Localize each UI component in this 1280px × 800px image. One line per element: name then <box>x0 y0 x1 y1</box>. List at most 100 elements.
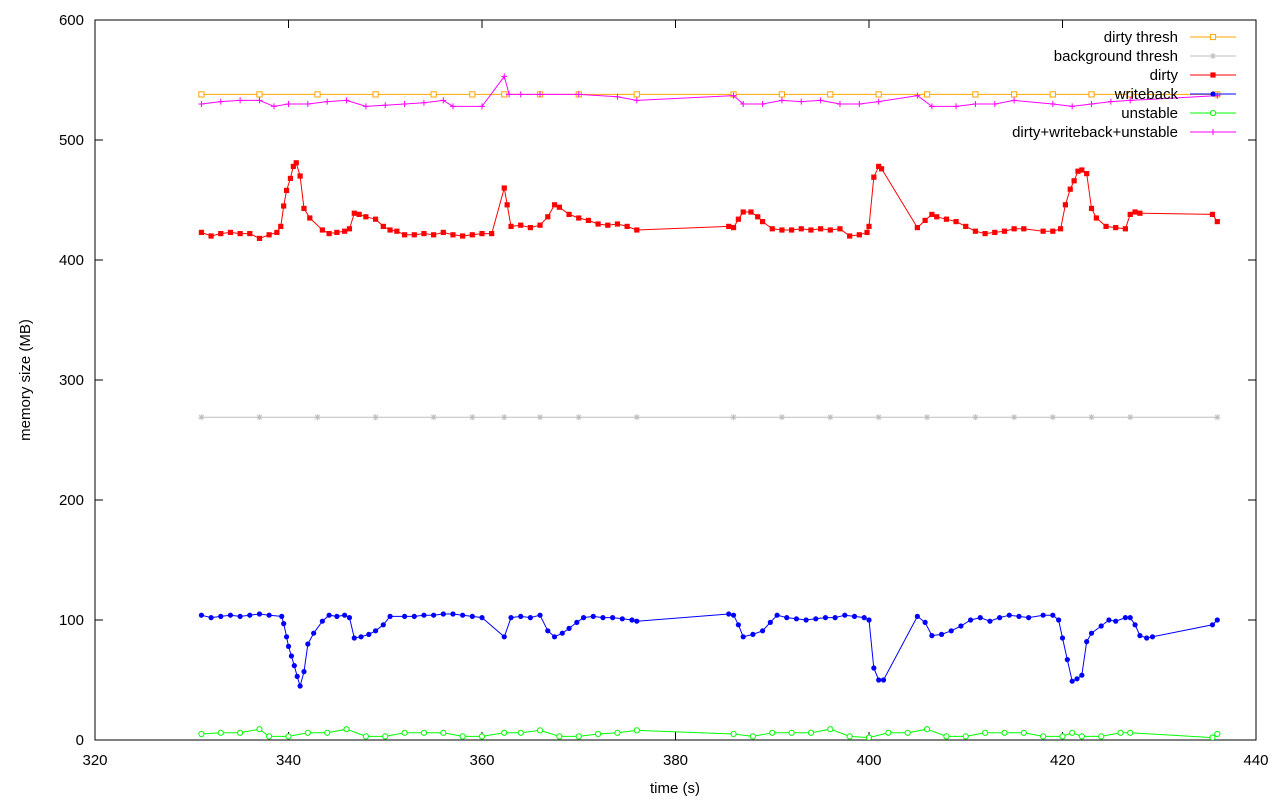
data-point-dirty-writeback-unstable <box>817 97 824 104</box>
data-point-writeback <box>851 613 858 620</box>
data-point-unstable <box>575 733 582 740</box>
x-tick-label: 420 <box>1050 752 1075 769</box>
data-point-dirty-writeback-unstable <box>324 98 331 105</box>
data-point-unstable <box>198 730 205 738</box>
data-point-dirty <box>1137 210 1143 216</box>
data-point-writeback <box>551 634 558 640</box>
data-point-writeback <box>527 615 533 621</box>
data-point-dirty <box>274 229 280 235</box>
data-point-writeback <box>740 634 746 640</box>
data-point-dirty <box>450 232 456 238</box>
data-point-dirty <box>501 185 507 191</box>
data-point-dirty-writeback-unstable <box>343 97 350 104</box>
data-point-dirty-writeback-unstable <box>953 103 960 110</box>
data-point-dirty <box>237 231 243 237</box>
data-point-dirty-writeback-unstable <box>875 98 882 105</box>
data-point-dirty-writeback-unstable <box>1107 98 1114 105</box>
data-point-dirty <box>866 223 872 229</box>
data-point-unstable <box>556 733 563 740</box>
data-point-writeback <box>1122 615 1128 621</box>
data-point-writeback <box>297 683 303 689</box>
data-point-writeback <box>629 617 635 623</box>
data-point-background-thresh <box>537 414 544 421</box>
data-point-dirty <box>634 227 640 233</box>
data-point-writeback <box>1214 617 1220 623</box>
data-point-dirty <box>1079 167 1085 173</box>
data-point-writeback <box>750 631 756 638</box>
data-point-dirty <box>518 222 524 228</box>
data-point-dirty <box>730 225 737 231</box>
data-point-writeback <box>1084 639 1090 645</box>
data-point-writeback <box>479 615 485 621</box>
data-point-dirty-writeback-unstable <box>1069 103 1076 110</box>
data-point-dirty <box>1057 226 1064 232</box>
data-point-dirty-writeback-unstable <box>362 103 369 110</box>
data-point-writeback <box>366 631 372 638</box>
data-point-unstable <box>285 733 292 740</box>
data-point-dirty <box>411 232 417 238</box>
data-point-unstable <box>614 729 621 736</box>
data-point-dirty <box>278 223 284 229</box>
data-point-writeback <box>227 612 234 618</box>
data-point-dirty-writeback-unstable <box>440 97 447 104</box>
data-point-dirty <box>856 232 862 238</box>
data-point-writeback <box>431 612 437 618</box>
data-point-writeback <box>803 617 809 623</box>
data-point-dirty <box>198 229 205 235</box>
data-point-writeback <box>1026 615 1032 621</box>
data-point-writeback <box>735 622 741 628</box>
data-point-dirty-thresh <box>972 91 979 98</box>
data-point-dirty-thresh <box>875 91 882 98</box>
data-point-writeback <box>537 612 543 618</box>
data-point-writeback <box>784 615 790 621</box>
data-point-dirty-writeback-unstable <box>778 97 785 104</box>
legend-label-dirty-thresh: dirty thresh <box>1104 29 1178 46</box>
data-point-dirty <box>1093 215 1099 221</box>
data-point-unstable <box>904 729 911 736</box>
data-point-writeback <box>266 612 272 618</box>
data-point-writeback <box>726 611 732 617</box>
data-point-dirty <box>864 229 870 235</box>
x-tick-label: 400 <box>856 752 881 769</box>
data-point-unstable <box>885 729 892 736</box>
x-tick-label: 360 <box>469 752 494 769</box>
data-point-dirty <box>953 219 959 225</box>
data-point-dirty-writeback-unstable <box>537 91 544 98</box>
data-point-unstable <box>788 729 795 736</box>
data-point-dirty-writeback-unstable <box>420 99 427 106</box>
data-point-unstable <box>1040 733 1047 740</box>
x-axis-label: time (s) <box>650 780 700 797</box>
data-point-dirty <box>779 227 785 233</box>
data-point-dirty-writeback-unstable <box>836 101 843 107</box>
data-point-dirty-thresh <box>501 91 508 98</box>
data-point-unstable <box>401 729 408 736</box>
data-point-dirty <box>489 231 495 237</box>
data-point-unstable <box>633 727 640 734</box>
data-point-dirty <box>1209 211 1216 217</box>
data-point-dirty <box>759 219 766 225</box>
data-point-dirty <box>297 173 303 179</box>
data-point-dirty <box>818 226 824 232</box>
data-point-writeback <box>256 611 263 617</box>
y-tick-label: 500 <box>59 132 84 149</box>
data-point-dirty <box>1021 226 1027 232</box>
data-point-writeback <box>387 613 393 620</box>
data-point-dirty <box>527 225 533 231</box>
data-point-writeback <box>288 653 295 659</box>
data-point-unstable <box>827 726 834 733</box>
data-point-unstable <box>1127 729 1134 736</box>
data-point-dirty <box>1088 205 1095 211</box>
data-point-dirty-thresh <box>778 91 786 98</box>
data-point-writeback <box>218 613 224 620</box>
data-point-writeback <box>759 628 766 634</box>
data-point-background-thresh <box>469 414 476 421</box>
data-point-dirty <box>769 226 775 232</box>
data-point-dirty <box>1132 209 1138 215</box>
data-point-unstable <box>420 729 428 736</box>
data-point-dirty-thresh <box>1011 91 1018 98</box>
data-point-background-thresh <box>1049 414 1056 421</box>
data-point-dirty-writeback-unstable <box>633 97 640 104</box>
data-point-writeback <box>938 631 945 638</box>
y-tick-label: 200 <box>59 492 84 509</box>
data-point-writeback <box>281 621 287 627</box>
